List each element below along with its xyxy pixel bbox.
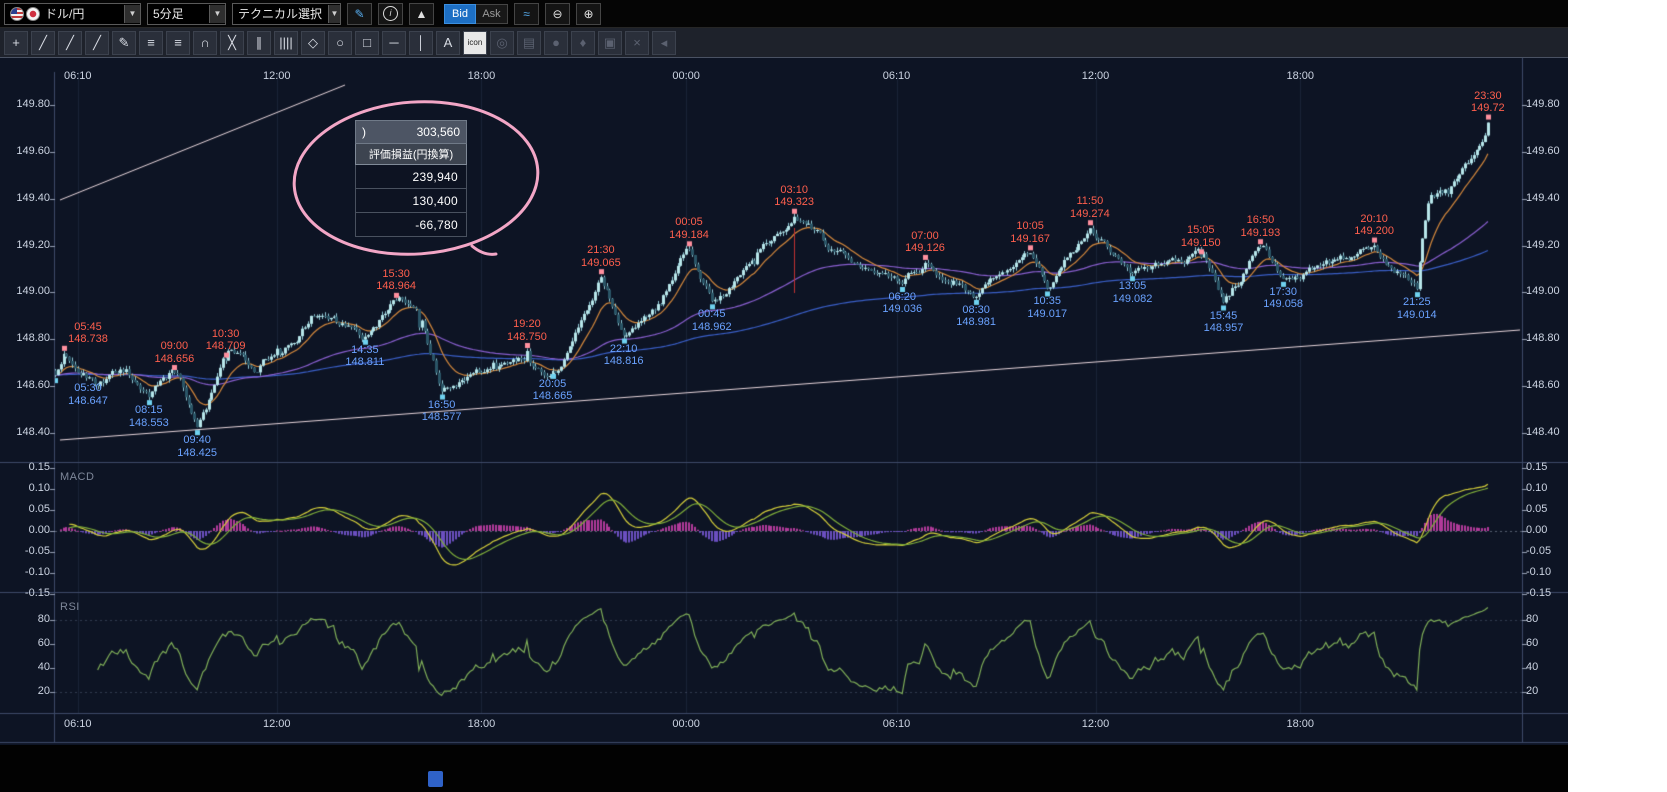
ray-line-tool[interactable]: ╱ (58, 30, 82, 55)
vertical-line-tool[interactable]: │ (409, 30, 433, 55)
info-button[interactable]: i (378, 2, 403, 25)
pl-value-row: 239,940 (355, 165, 467, 189)
pl-value-row: -66,780 (355, 213, 467, 237)
macd-panel-label: MACD (60, 471, 95, 483)
us-flag-icon (10, 6, 24, 21)
pl-summary-window[interactable]: ) 303,560 評価損益(円換算) 239,940 130,400 -66,… (355, 120, 467, 237)
trendline-tool[interactable]: ╱ (31, 30, 55, 55)
pencil-tool[interactable]: ✎ (112, 30, 136, 55)
timeframe-label: 5分足 (153, 7, 184, 21)
channel-line-tool[interactable]: ╱ (85, 30, 109, 55)
parallel-channel-tool[interactable]: ∥ (247, 30, 271, 55)
timeframe-select[interactable]: 5分足 ▼ (147, 2, 226, 25)
ask-button[interactable]: Ask (476, 3, 508, 24)
time-zones-tool[interactable]: |||| (274, 30, 298, 55)
bottom-bar (0, 745, 1568, 792)
taskbar-indicator[interactable] (428, 771, 443, 787)
snapshot-button[interactable]: ▲ (409, 2, 434, 25)
zoom-in-icon: ⊕ (583, 6, 594, 21)
note-tool[interactable]: ▤ (517, 30, 541, 55)
price-levels-tool[interactable]: ≡ (166, 30, 190, 55)
image-tool[interactable]: ● (544, 30, 568, 55)
pl-header-prefix: ) (362, 125, 366, 139)
info-icon: i (383, 6, 398, 21)
delete-tool[interactable]: × (625, 30, 649, 55)
trading-app-window: ドル/円 ▼ 5分足 ▼ テクニカル選択 ▼ ✎ i ▲ Bid Ask ≈ ⊖… (0, 0, 1568, 792)
zoom-out-button[interactable]: ⊖ (545, 2, 570, 25)
image-icon: ▲ (415, 6, 428, 21)
fib-retracement-tool[interactable]: ≡ (139, 30, 163, 55)
horizontal-line-tool[interactable]: ─ (382, 30, 406, 55)
pencil-icon: ✎ (354, 6, 365, 21)
text-tool[interactable]: A (436, 30, 460, 55)
eraser-tool[interactable]: ▣ (598, 30, 622, 55)
rotate-tool[interactable]: ◂ (652, 30, 676, 55)
icon-stamp-tool[interactable]: icon (463, 30, 487, 55)
wrench-tool[interactable]: ♦ (571, 30, 595, 55)
technical-label: テクニカル選択 (238, 7, 323, 21)
chevron-down-icon: ▼ (328, 4, 340, 23)
crosshair-tool[interactable]: + (4, 30, 28, 55)
bid-button[interactable]: Bid (444, 3, 476, 24)
pl-header-value: 303,560 (416, 125, 460, 139)
currency-pair-select[interactable]: ドル/円 ▼ (4, 2, 141, 25)
ellipse-tool[interactable]: ○ (328, 30, 352, 55)
rsi-panel-label: RSI (60, 601, 80, 613)
zoom-in-button[interactable]: ⊕ (576, 2, 601, 25)
rectangle-tool[interactable]: □ (355, 30, 379, 55)
technical-select[interactable]: テクニカル選択 ▼ (232, 2, 341, 25)
line-chart-icon: ≈ (523, 6, 530, 21)
draw-mode-button[interactable]: ✎ (347, 2, 372, 25)
chart-region: 149.80 149.60 149.40 149.20 149.00 148.80 148.… (0, 58, 1568, 745)
price-chart-canvas[interactable] (0, 58, 1568, 745)
currency-pair-label: ドル/円 (45, 7, 85, 21)
gann-fan-tool[interactable]: ╳ (220, 30, 244, 55)
zoom-out-icon: ⊖ (552, 6, 563, 21)
chart-type-button[interactable]: ≈ (514, 2, 539, 25)
pl-value-row: 130,400 (355, 189, 467, 213)
main-toolbar: ドル/円 ▼ 5分足 ▼ テクニカル選択 ▼ ✎ i ▲ Bid Ask ≈ ⊖… (0, 0, 1568, 28)
chevron-down-icon: ▼ (209, 4, 225, 23)
polygon-tool[interactable]: ◇ (301, 30, 325, 55)
pl-label: 評価損益(円換算) (355, 144, 467, 165)
chevron-down-icon: ▼ (124, 4, 140, 23)
jp-flag-icon (26, 6, 40, 21)
arc-tool[interactable]: ∩ (193, 30, 217, 55)
emoji-tool[interactable]: ◎ (490, 30, 514, 55)
bid-ask-toggle: Bid Ask (444, 3, 508, 24)
pl-window-header[interactable]: ) 303,560 (355, 120, 467, 144)
